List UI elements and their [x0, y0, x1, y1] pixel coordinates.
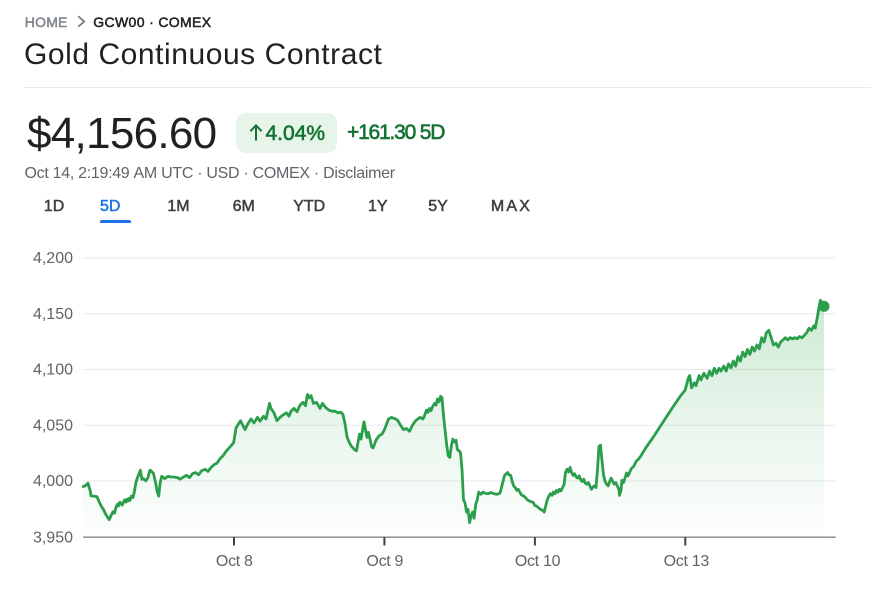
svg-text:4,150: 4,150: [33, 306, 73, 323]
svg-text:4,050: 4,050: [33, 417, 73, 434]
svg-text:Oct 9: Oct 9: [366, 553, 403, 570]
svg-text:4,200: 4,200: [33, 250, 73, 267]
svg-text:Oct 8: Oct 8: [216, 553, 253, 570]
svg-text:4,000: 4,000: [33, 473, 73, 490]
svg-text:4,100: 4,100: [33, 362, 73, 379]
svg-text:Oct 10: Oct 10: [515, 553, 561, 570]
svg-text:3,950: 3,950: [33, 529, 73, 546]
svg-text:Oct 13: Oct 13: [664, 553, 710, 570]
